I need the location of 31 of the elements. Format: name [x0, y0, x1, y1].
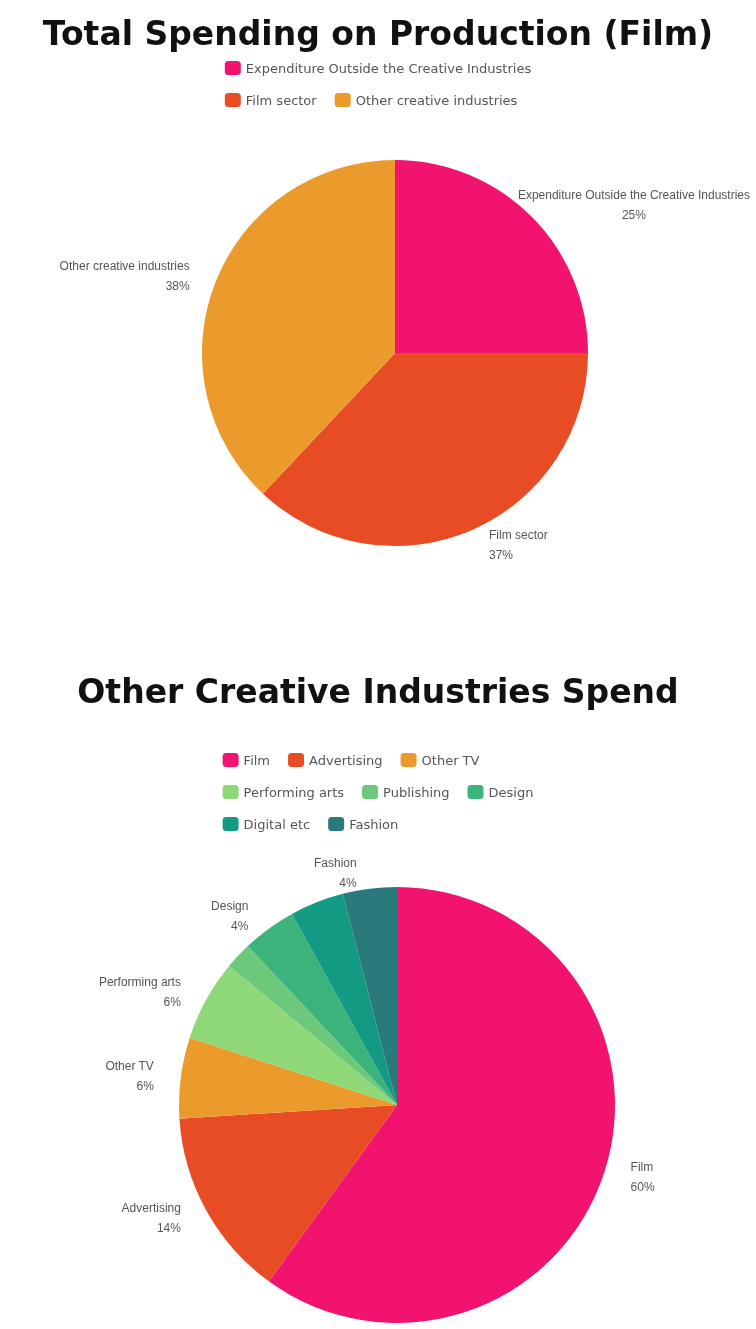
data-label: 60% — [630, 1180, 655, 1195]
legend-label: Other TV — [421, 752, 480, 768]
slice-label: Fashion — [313, 855, 357, 870]
chart-title: Other Creative Industries Spend — [77, 672, 679, 711]
data-label: 6% — [163, 995, 182, 1010]
data-label: 14% — [156, 1220, 182, 1235]
slice-label: Film — [630, 1160, 654, 1175]
slice-label: Expenditure Outside the Creative Industries — [517, 188, 750, 203]
slice-label: Design — [211, 898, 249, 913]
slice-label: Other TV — [105, 1058, 154, 1073]
data-label: 38% — [165, 279, 190, 294]
slice-label: Film sector — [489, 527, 548, 542]
chart-title: Total Spending on Production (Film) — [42, 14, 714, 53]
data-label: 4% — [231, 918, 249, 933]
legend-label: Publishing — [383, 784, 450, 800]
legend-label: Fashion — [349, 816, 399, 832]
data-label: 4% — [339, 875, 357, 890]
slice-label: Other creative industries — [59, 259, 190, 274]
slice-label: Advertising — [121, 1200, 181, 1215]
legend-label: Digital etc — [243, 816, 311, 832]
legend-label: Advertising — [309, 752, 383, 768]
slice-label: Performing arts — [98, 975, 181, 990]
legend-label: Film — [243, 752, 271, 768]
legend-label: Expenditure Outside the Creative Industries — [245, 60, 532, 76]
data-label: 25% — [621, 208, 647, 223]
data-label: 6% — [136, 1078, 155, 1093]
data-label: 37% — [489, 547, 514, 562]
legend-label: Film sector — [245, 92, 318, 108]
legend-label: Other creative industries — [355, 92, 518, 108]
legend-label: Performing arts — [243, 784, 345, 800]
legend-label: Design — [488, 784, 534, 800]
